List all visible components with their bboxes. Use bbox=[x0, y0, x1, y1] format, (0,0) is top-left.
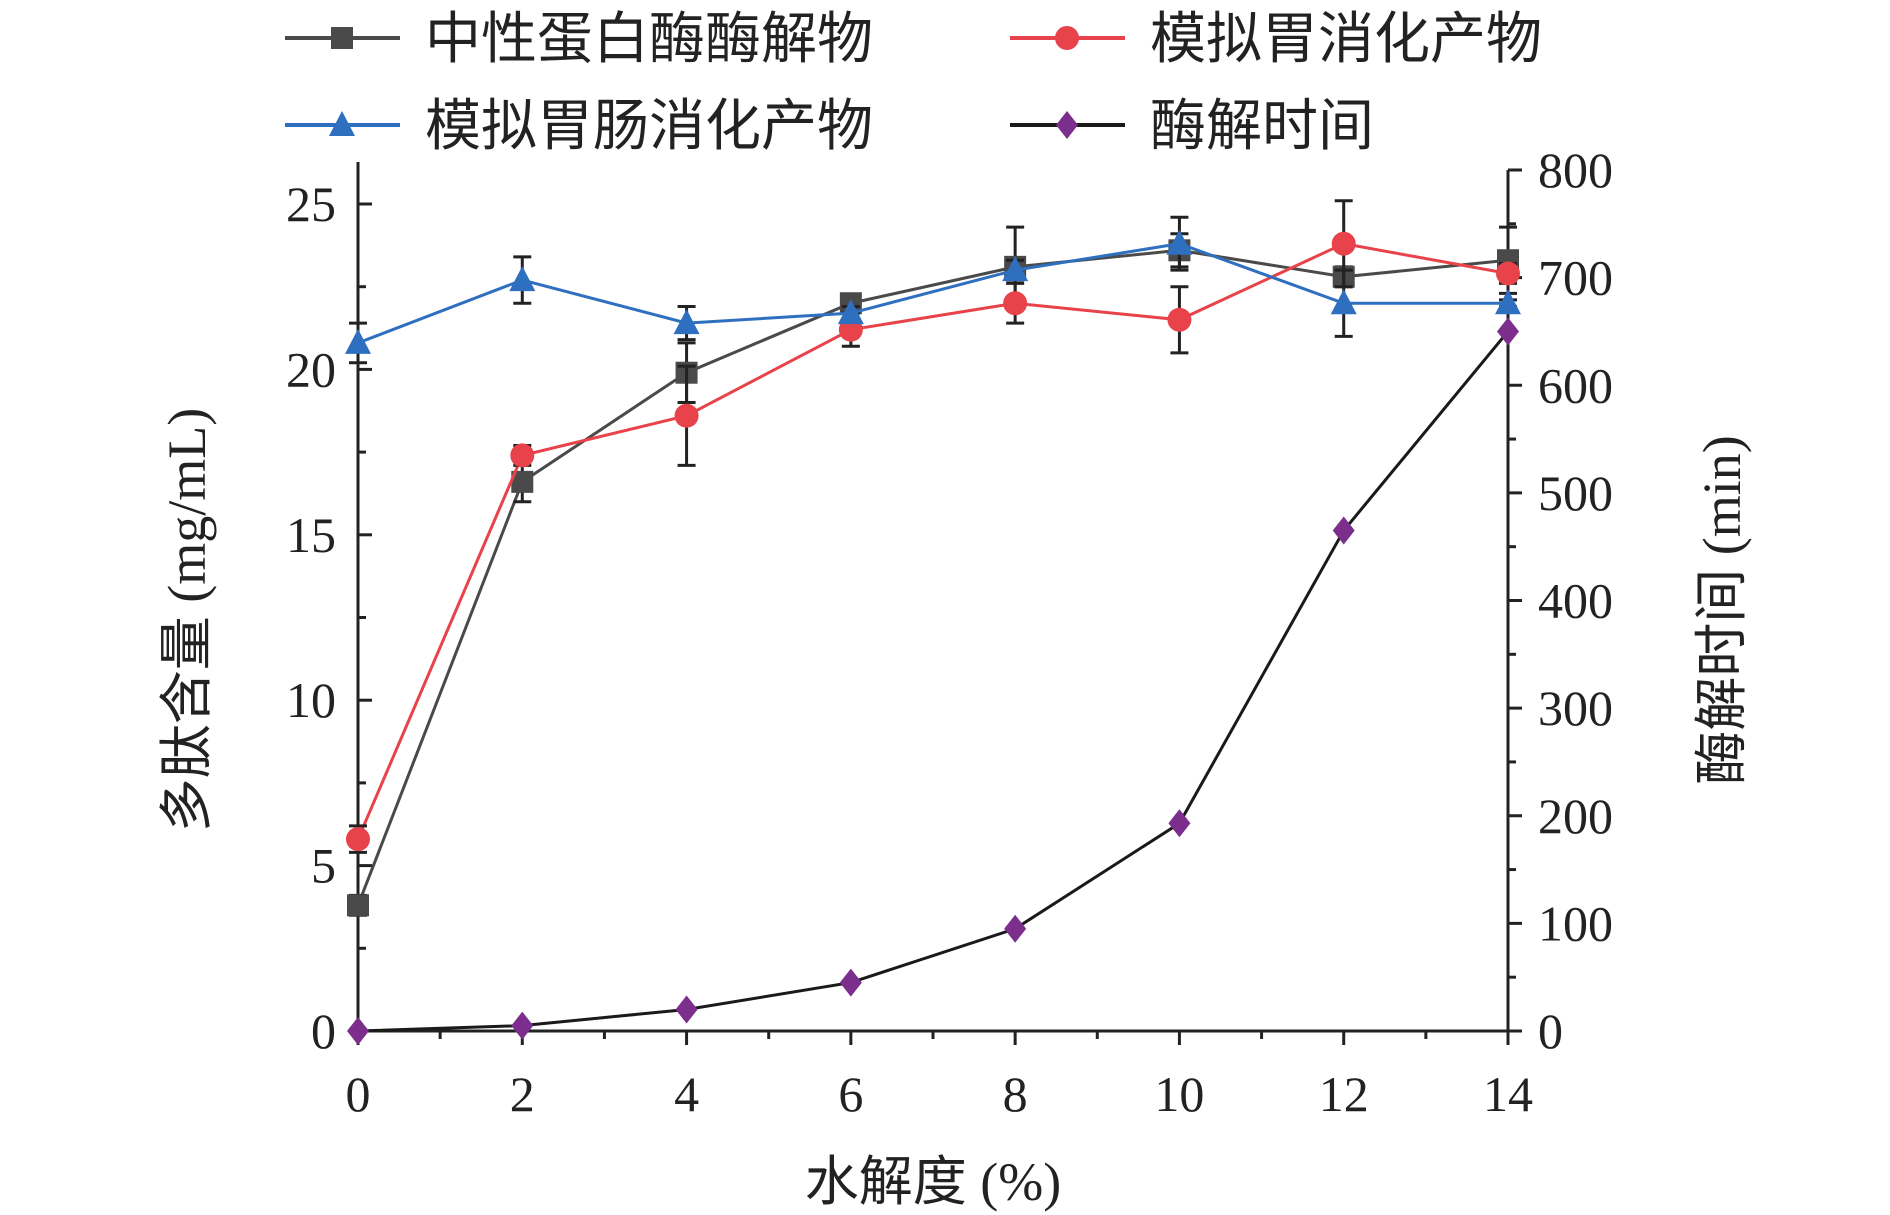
x-tick-label: 12 bbox=[1319, 1066, 1369, 1122]
y-left-tick-label: 20 bbox=[286, 341, 336, 397]
legend-label: 酶解时间 bbox=[1150, 96, 1374, 158]
legend-label: 中性蛋白酶酶解物 bbox=[425, 9, 873, 71]
x-tick-label: 4 bbox=[674, 1066, 699, 1122]
data-point bbox=[675, 995, 698, 1024]
data-point bbox=[347, 1017, 369, 1045]
data-point bbox=[510, 443, 535, 468]
x-tick-label: 2 bbox=[510, 1066, 535, 1122]
y-axis-left-label: 多肽含量 (mg/mL) bbox=[157, 408, 217, 832]
data-point bbox=[1332, 516, 1355, 545]
data-point bbox=[511, 1011, 534, 1040]
data-point bbox=[1497, 317, 1519, 346]
legend-item: 酶解时间 bbox=[1010, 96, 1374, 158]
legend-marker bbox=[1055, 26, 1079, 50]
series-line bbox=[356, 242, 1509, 840]
data-point bbox=[1002, 256, 1029, 282]
y-left-tick-label: 25 bbox=[286, 176, 336, 232]
data-point bbox=[1331, 231, 1356, 256]
data-point bbox=[1330, 289, 1357, 315]
legend-marker bbox=[1056, 111, 1078, 139]
legend-label: 模拟胃肠消化产物 bbox=[425, 96, 873, 158]
data-point bbox=[511, 470, 534, 493]
series-3 bbox=[347, 317, 1519, 1045]
legend-item: 中性蛋白酶酶解物 bbox=[285, 9, 873, 71]
y-right-tick-label: 300 bbox=[1538, 680, 1613, 736]
legend-marker bbox=[329, 111, 355, 136]
legend-item: 模拟胃消化产物 bbox=[1010, 9, 1542, 71]
legend-marker bbox=[331, 27, 353, 49]
data-point bbox=[1003, 291, 1028, 316]
y-right-tick-label: 0 bbox=[1538, 1003, 1563, 1059]
x-tick-label: 10 bbox=[1154, 1066, 1204, 1122]
series-line bbox=[357, 242, 1508, 345]
data-point bbox=[1166, 229, 1193, 255]
data-point bbox=[673, 309, 700, 335]
y-right-tick-label: 700 bbox=[1538, 250, 1613, 306]
data-point bbox=[674, 403, 699, 428]
y-right-tick-label: 600 bbox=[1538, 357, 1613, 413]
y-left-tick-label: 5 bbox=[311, 838, 336, 894]
series-1 bbox=[346, 199, 1520, 854]
data-point bbox=[1495, 289, 1521, 315]
y-right-tick-label: 100 bbox=[1538, 895, 1613, 951]
data-point bbox=[346, 827, 370, 852]
axes: 0 2 4 6 8 10 12 1405101520250100200300400500600… bbox=[286, 142, 1613, 1122]
series-line bbox=[356, 248, 1509, 906]
legend-item: 模拟胃肠消化产物 bbox=[285, 96, 873, 158]
y-left-tick-label: 15 bbox=[286, 507, 336, 563]
y-left-tick-label: 0 bbox=[311, 1003, 336, 1059]
legend-label: 模拟胃消化产物 bbox=[1150, 9, 1542, 71]
x-axis-label: 水解度 (%) bbox=[805, 1152, 1061, 1212]
data-point bbox=[347, 894, 369, 917]
series-line bbox=[357, 330, 1510, 1033]
data-point bbox=[837, 299, 864, 325]
data-point bbox=[1004, 914, 1027, 943]
y-right-tick-label: 800 bbox=[1538, 142, 1613, 198]
x-tick-label: 8 bbox=[1003, 1066, 1028, 1122]
y-axis-right-label: 酶解时间 (min) bbox=[1692, 435, 1752, 784]
y-left-tick-label: 10 bbox=[286, 672, 336, 728]
y-right-tick-label: 400 bbox=[1538, 573, 1613, 629]
y-right-tick-label: 500 bbox=[1538, 465, 1613, 521]
data-point bbox=[839, 968, 862, 997]
data-point bbox=[1168, 809, 1191, 838]
series-2 bbox=[345, 215, 1521, 365]
x-tick-label: 14 bbox=[1483, 1066, 1533, 1122]
data-point bbox=[1167, 307, 1192, 332]
data-point bbox=[345, 328, 371, 354]
data-point bbox=[1496, 261, 1520, 286]
data-point bbox=[509, 266, 536, 292]
x-tick-label: 6 bbox=[838, 1066, 863, 1122]
y-right-tick-label: 200 bbox=[1538, 788, 1613, 844]
data-marks bbox=[345, 199, 1521, 1045]
x-tick-label: 0 bbox=[346, 1066, 371, 1122]
